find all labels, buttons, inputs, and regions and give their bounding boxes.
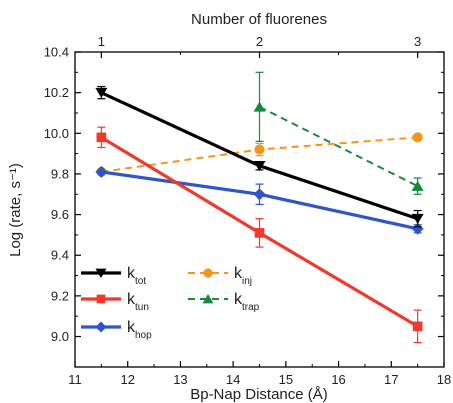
series-trap [253, 71, 424, 195]
marker-triangle-up [202, 294, 214, 304]
x-tick-label: 14 [226, 372, 240, 387]
marker-triangle-down [411, 213, 424, 225]
legend-label: ktot [127, 265, 146, 287]
ticks-layer: 11 12 13 14 15 16 17 189.09.29.49.69.810.010.21… [44, 34, 452, 387]
marker-square [96, 132, 107, 143]
marker-triangle-up [411, 180, 424, 191]
marker-square [96, 294, 106, 304]
legend-item-hop: khop [81, 319, 152, 341]
marker-triangle-down [253, 161, 266, 172]
y-axis-title: Log (rate, s⁻¹) [7, 163, 24, 257]
y-tick-label: 9.8 [51, 166, 69, 181]
y-tick-label: 9.2 [51, 288, 69, 303]
x-tick-label: 11 [68, 372, 82, 387]
x-tick-label: 16 [331, 372, 345, 387]
legend-label: kinj [234, 265, 252, 287]
marker-diamond [253, 188, 266, 201]
y-tick-label: 10.0 [44, 126, 69, 141]
x-tick-label: 15 [279, 372, 293, 387]
marker-diamond [411, 222, 424, 235]
legend-label: ktrap [234, 291, 260, 313]
legend-item-trap: ktrap [188, 291, 260, 313]
series-tun [96, 126, 423, 344]
marker-triangle-down [95, 87, 108, 99]
marker-diamond [95, 165, 108, 178]
x-tick-label: 12 [120, 372, 134, 387]
y-tick-label: 9.4 [51, 248, 69, 263]
legend: ktot ktun khop kinj ktrap [81, 265, 260, 341]
y-tick-label: 10.2 [44, 85, 69, 100]
series-layer [95, 71, 424, 344]
y-tick-label: 9.6 [51, 207, 69, 222]
legend-item-tun: ktun [81, 291, 149, 313]
y-tick-label: 10.4 [44, 45, 69, 60]
legend-label: khop [127, 319, 152, 341]
top-axis-title: Number of fluorenes [191, 11, 327, 28]
top-tick-label: 1 [98, 34, 105, 49]
y-tick-label: 9.0 [51, 329, 69, 344]
x-axis-title: Bp-Nap Distance (Å) [190, 386, 328, 403]
series-tot [95, 85, 424, 228]
legend-label: ktun [127, 291, 149, 313]
marker-square [412, 321, 423, 332]
marker-circle [203, 268, 213, 278]
marker-circle [412, 132, 423, 143]
legend-item-tot: ktot [81, 265, 146, 287]
marker-diamond [95, 321, 107, 333]
marker-triangle-down [95, 268, 107, 278]
marker-circle [254, 144, 265, 155]
x-tick-label: 18 [437, 372, 451, 387]
top-tick-label: 3 [414, 34, 421, 49]
x-tick-label: 17 [384, 372, 398, 387]
marker-triangle-up [253, 101, 266, 112]
series-hop [95, 165, 424, 235]
marker-square [254, 228, 265, 238]
series-line-trap [259, 105, 419, 188]
x-tick-label: 13 [173, 372, 187, 387]
top-tick-label: 2 [256, 34, 263, 49]
legend-item-inj: kinj [188, 265, 252, 287]
